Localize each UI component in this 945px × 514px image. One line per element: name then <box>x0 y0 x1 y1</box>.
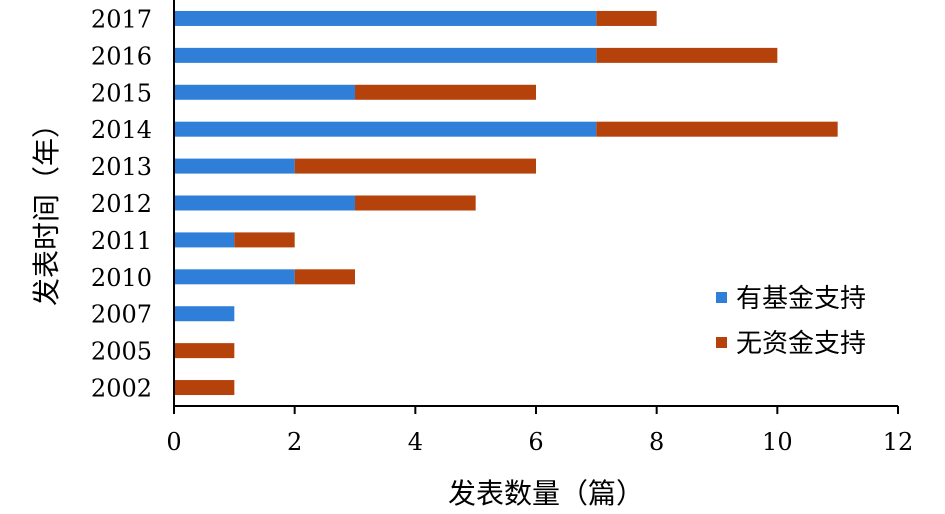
legend-swatch-unfunded <box>716 337 727 348</box>
bar-unfunded-2015 <box>355 84 536 100</box>
y-tick-label: 2007 <box>91 301 152 329</box>
y-axis-title: 发表时间（年） <box>30 110 63 306</box>
bar-unfunded-2011 <box>234 232 295 248</box>
x-tick-label: 2 <box>287 428 302 456</box>
legend-swatch-funded <box>716 292 727 303</box>
x-tick-label: 6 <box>528 428 543 456</box>
bar-funded-2011 <box>174 232 235 248</box>
bar-unfunded-2016 <box>596 47 778 63</box>
x-tick-label: 4 <box>408 428 423 456</box>
bar-funded-2014 <box>174 121 597 137</box>
bar-unfunded-2002 <box>174 380 235 396</box>
bar-unfunded-2013 <box>294 158 536 174</box>
x-tick-label: 12 <box>883 428 914 456</box>
bar-funded-2016 <box>174 47 597 63</box>
legend-label-unfunded: 无资金支持 <box>736 329 866 359</box>
y-tick-label: 2014 <box>91 116 152 144</box>
bar-unfunded-2012 <box>355 195 476 211</box>
y-tick-label: 2016 <box>91 42 152 70</box>
y-tick-label: 2002 <box>91 375 152 403</box>
x-axis-ticks: 0 2 4 6 8 10 12 <box>166 406 913 456</box>
y-tick-label: 2010 <box>91 264 152 292</box>
y-tick-label: 2013 <box>91 153 152 181</box>
y-tick-label: 2005 <box>91 338 152 366</box>
bar-funded-2007 <box>174 306 235 322</box>
bars-group <box>174 10 838 396</box>
y-tick-label: 2011 <box>91 227 152 255</box>
bar-unfunded-2017 <box>596 10 657 26</box>
x-tick-label: 10 <box>762 428 793 456</box>
legend-label-funded: 有基金支持 <box>736 284 866 314</box>
y-tick-label: 2017 <box>91 5 152 33</box>
y-tick-label: 2015 <box>91 79 152 107</box>
x-tick-label: 8 <box>649 428 664 456</box>
bar-funded-2017 <box>174 10 597 26</box>
bar-funded-2015 <box>174 84 355 100</box>
bar-unfunded-2010 <box>294 269 355 285</box>
bar-funded-2012 <box>174 195 355 211</box>
bar-unfunded-2005 <box>174 343 235 359</box>
x-axis-title: 发表数量（篇） <box>448 477 644 510</box>
y-tick-label: 2012 <box>91 190 152 218</box>
x-tick-label: 0 <box>166 428 181 456</box>
bar-unfunded-2014 <box>596 121 838 137</box>
bar-funded-2013 <box>174 158 295 174</box>
y-axis-ticks: 2017 2016 2015 2014 2013 2012 2011 2010 2007 2005… <box>91 5 152 402</box>
bar-funded-2010 <box>174 269 295 285</box>
